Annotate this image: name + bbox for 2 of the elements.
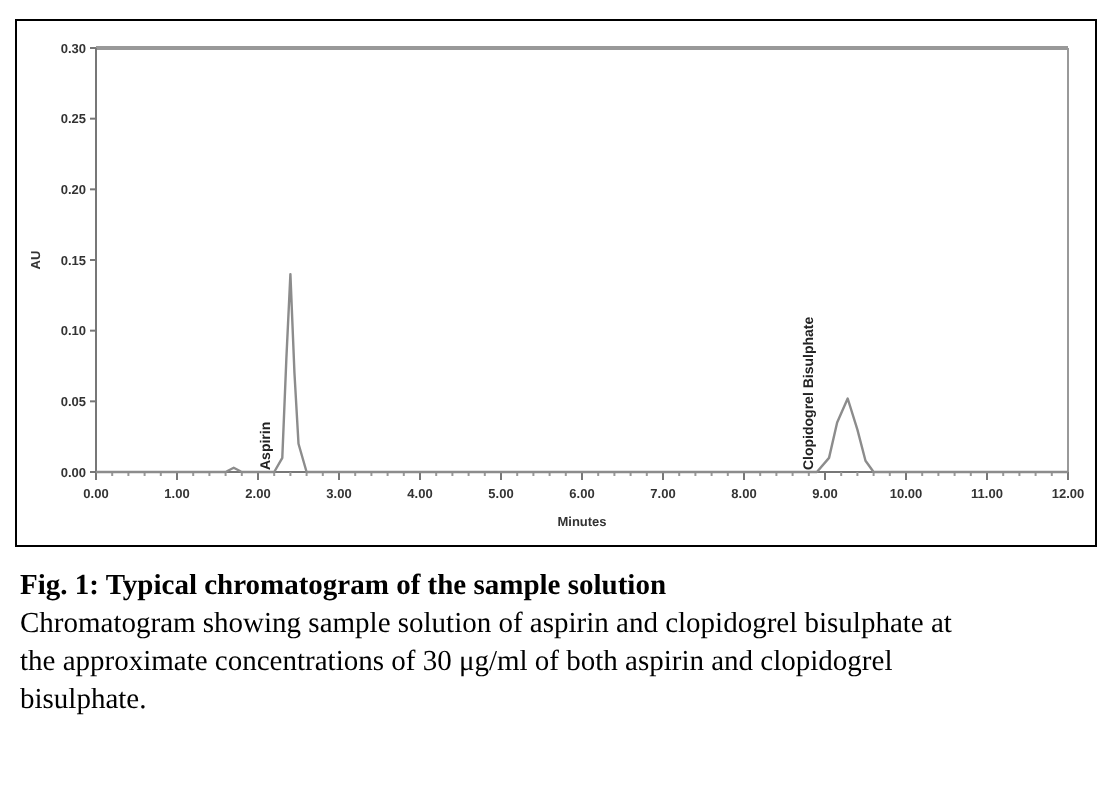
- text: Fig. 1: Typical chromatogram of the sample solution: [20, 570, 667, 602]
- text: Chromatogram showing sample solution of aspirin and clopidogrel bisulphate at the approximate concentrations of 30 μg/ml of both aspirin and clopidogrel bisulphate.: [20, 608, 952, 716]
